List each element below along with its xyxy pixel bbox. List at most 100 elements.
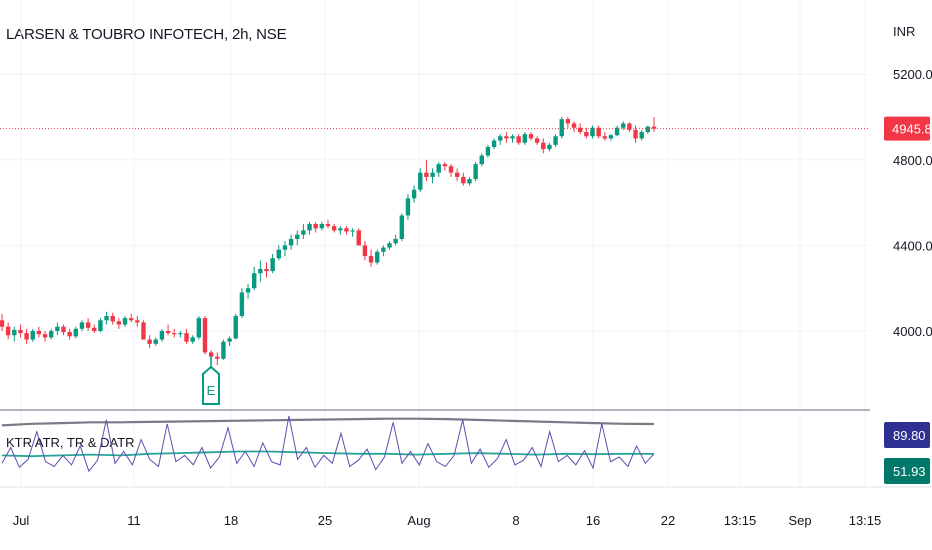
candle-body <box>159 330 165 340</box>
candle-body <box>215 356 220 359</box>
candle-body <box>510 136 515 139</box>
candle-body <box>461 176 466 184</box>
candle-body <box>307 224 312 231</box>
candle-body <box>602 136 607 139</box>
candle-body <box>448 166 454 173</box>
candle-body <box>172 333 177 335</box>
candle-body <box>553 136 558 145</box>
time-tick-label: 13:15 <box>849 513 882 528</box>
candle-body <box>639 132 644 139</box>
true-range-line <box>1 415 655 473</box>
candle-body <box>627 123 632 130</box>
candle-body <box>55 326 60 331</box>
candle-body <box>79 322 85 329</box>
time-tick-label: Aug <box>407 513 430 528</box>
candle-body <box>42 334 48 338</box>
candle-body <box>387 243 392 248</box>
time-tick-label: Jul <box>13 513 30 528</box>
candle-body <box>559 119 564 137</box>
time-tick-label: 18 <box>224 513 238 528</box>
candle-body <box>276 249 281 259</box>
time-tick-label: 25 <box>318 513 332 528</box>
candle-body <box>239 292 245 316</box>
candle-body <box>5 326 11 336</box>
candle-body <box>325 224 331 227</box>
time-tick-label: 13:15 <box>724 513 757 528</box>
candle-body <box>375 251 380 263</box>
candle-body <box>522 134 528 143</box>
candle-body <box>479 155 484 165</box>
candle-body <box>596 127 601 137</box>
candle-body <box>608 135 614 139</box>
candle-body <box>0 320 5 327</box>
candle-body <box>442 164 448 167</box>
candle-body <box>590 127 595 137</box>
candle-body <box>645 126 651 132</box>
currency-label: INR <box>893 24 916 39</box>
candle-body <box>128 318 134 321</box>
candle-body <box>110 316 115 322</box>
candle-body <box>411 189 417 199</box>
candle-body <box>313 224 318 229</box>
candle-body <box>122 318 128 325</box>
event-marker-label: E <box>207 383 216 398</box>
candle-body <box>221 341 226 359</box>
candle-body <box>621 123 626 128</box>
candle-body <box>178 333 183 335</box>
price-tick-label: 4400.00 <box>893 238 932 253</box>
candle-body <box>344 228 349 232</box>
candle-body <box>233 316 238 339</box>
candle-body <box>98 320 103 331</box>
chart-title: LARSEN & TOUBRO INFOTECH, 2h, NSE <box>6 26 287 43</box>
candle-body <box>258 268 263 274</box>
candle-body <box>473 164 478 180</box>
time-axis[interactable]: Jul 11 18 25 Aug 8 16 22 13:15 Sep 13:15 <box>13 513 882 528</box>
candle-body <box>61 326 66 333</box>
candle-body <box>338 228 343 231</box>
candle-body <box>528 134 534 139</box>
candle-body <box>251 273 257 289</box>
candle-body <box>565 119 571 124</box>
price-tick-label: 4000.00 <box>893 324 932 339</box>
candle-body <box>85 322 91 328</box>
candle-body <box>504 136 509 139</box>
candle-body <box>141 322 146 340</box>
candle-body <box>651 126 657 129</box>
candle-body <box>418 172 423 190</box>
candle-body <box>282 245 288 250</box>
time-tick-label: Sep <box>788 513 811 528</box>
time-tick-label: 11 <box>127 513 141 528</box>
price-axis[interactable]: 5200.00 4800.00 4400.00 4000.00 4945.85 89.80… <box>884 67 932 484</box>
candle-body <box>288 238 294 246</box>
candle-body <box>399 215 405 239</box>
price-tick-label: 4800.00 <box>893 153 932 168</box>
candle-body <box>356 230 361 246</box>
candle-body <box>614 127 620 136</box>
candle-body <box>430 172 435 177</box>
candle-body <box>73 328 79 337</box>
candle-body <box>498 136 503 141</box>
candle-body <box>116 321 122 325</box>
daily-atr-line <box>1 417 655 427</box>
candle-body <box>541 142 546 150</box>
grid-lines <box>0 0 932 488</box>
candle-body <box>165 330 171 334</box>
event-marker[interactable]: E <box>202 356 220 405</box>
candle-body <box>245 288 251 293</box>
candle-body <box>491 140 497 147</box>
candle-body <box>571 123 577 128</box>
candle-body <box>301 230 306 235</box>
candle-body <box>584 132 589 137</box>
candle-body <box>516 136 521 143</box>
candle-body <box>147 339 152 344</box>
candle-body <box>295 234 300 239</box>
candle-body <box>67 332 72 337</box>
candle-body <box>36 330 42 335</box>
indicator-value-badge <box>884 422 930 448</box>
candle-body <box>633 129 638 139</box>
candle-body <box>534 138 540 143</box>
candle-body <box>153 339 158 344</box>
atr-line <box>1 450 655 458</box>
candle-body <box>270 258 275 272</box>
